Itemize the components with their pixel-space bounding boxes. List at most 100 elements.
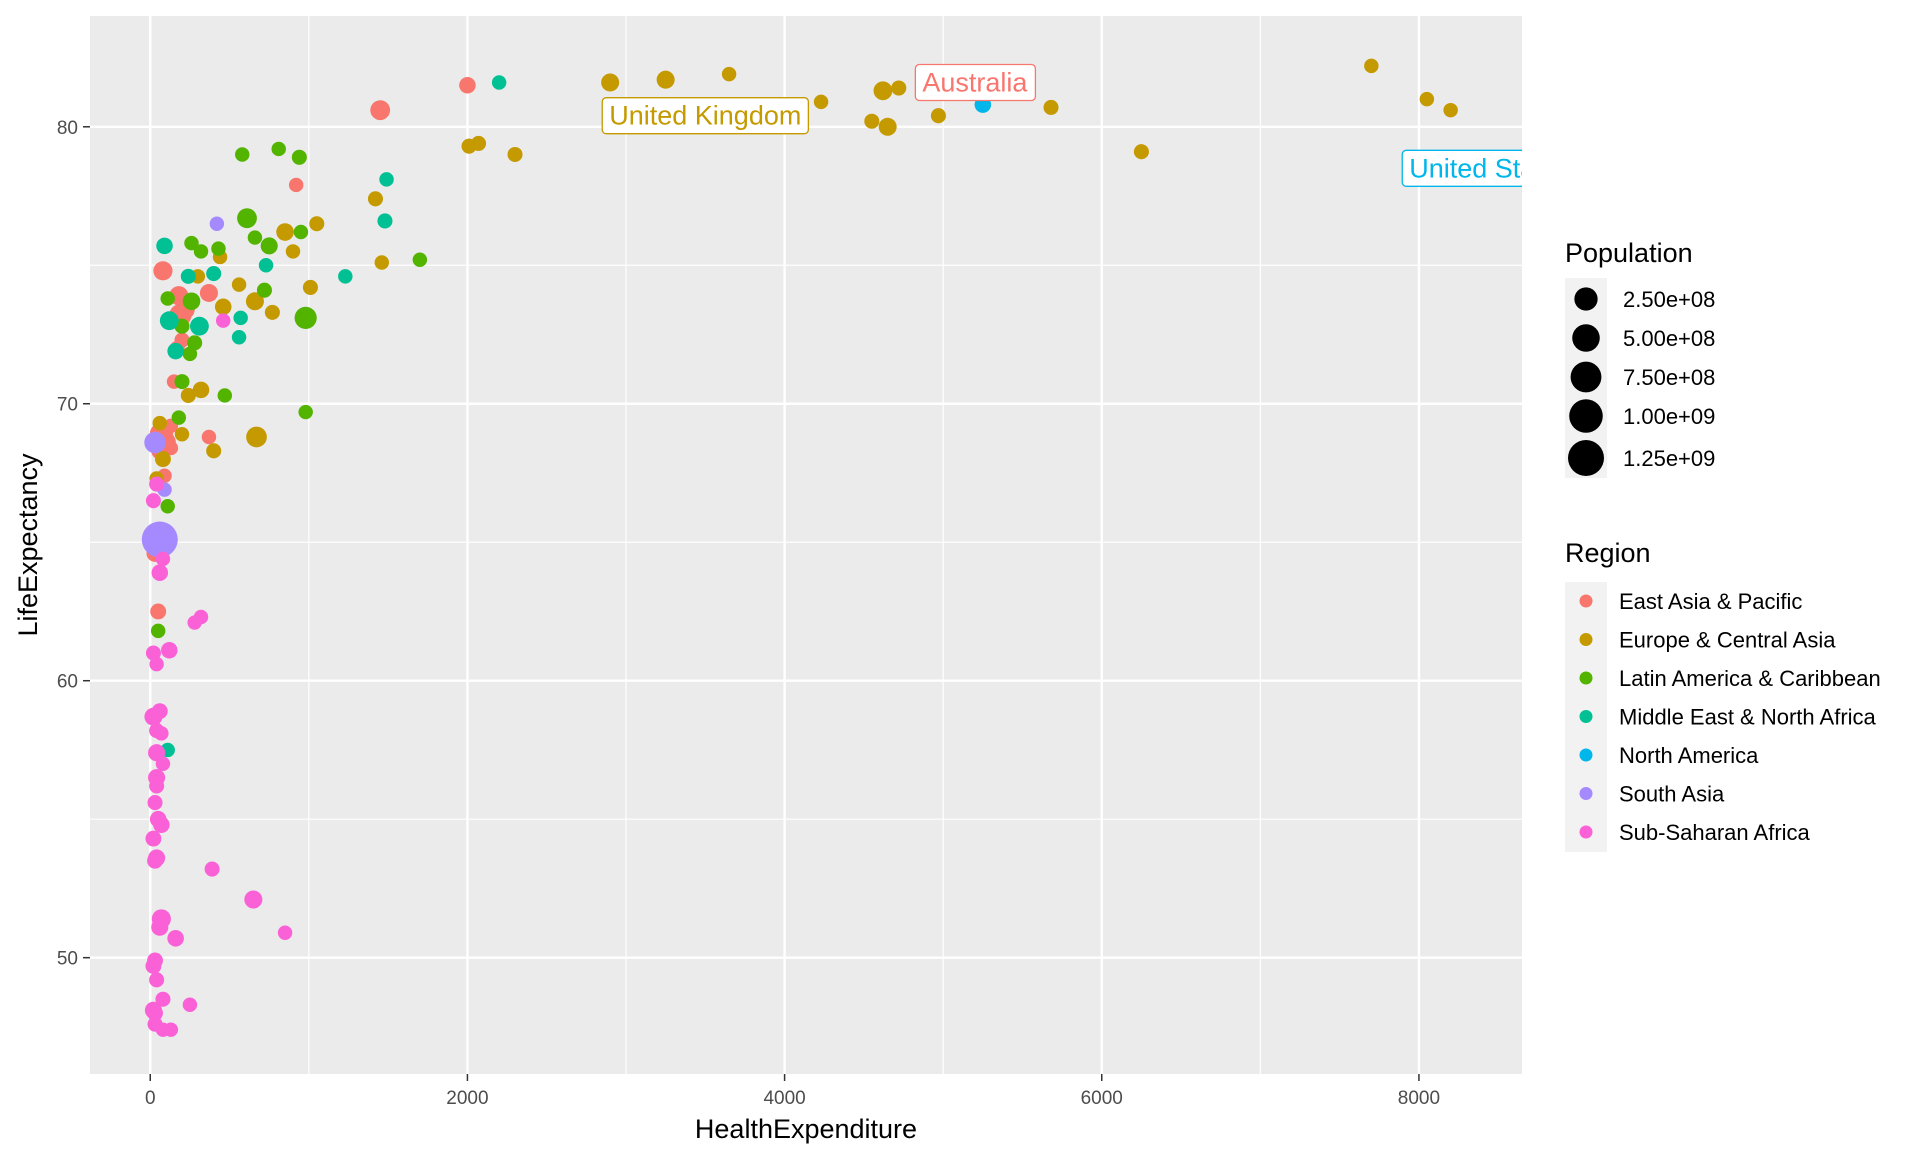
annotations: United Kingdom Australia United States [601,63,1522,187]
annotation-label: Australia [914,63,1037,102]
x-tick-label: 6000 [1081,1088,1123,1109]
population-legend-key [1569,399,1603,433]
data-point [153,261,173,281]
region-legend-key [1579,594,1593,608]
data-point [470,135,487,151]
y-axis-ticks: 50 60 70 80 [57,118,90,970]
data-point [237,208,257,229]
data-point [154,451,171,468]
data-point [154,726,169,741]
region-legend-key [1579,633,1593,646]
data-point [182,292,201,311]
data-point [174,374,190,390]
data-point [201,429,217,445]
data-point [656,70,675,89]
y-tick-label: 50 [57,949,78,970]
data-point [180,387,196,403]
data-point [309,216,325,232]
data-point [1364,58,1379,74]
population-legend-label: 5.00e+08 [1623,326,1715,351]
data-point [190,316,209,336]
data-point [187,615,202,630]
data-point [260,237,278,255]
data-point [155,756,171,772]
data-point [1043,99,1059,115]
x-axis-title: HealthExpenditure [695,1114,917,1144]
data-point [151,918,169,936]
data-point [145,645,161,661]
data-point [149,778,165,794]
data-point [338,269,353,284]
data-point [217,388,233,403]
data-point [209,216,225,231]
data-point [182,997,198,1012]
data-point [878,117,897,136]
data-point [206,443,222,459]
data-point [141,521,178,558]
data-point [144,431,166,454]
population-legend-label: 1.00e+09 [1623,404,1715,429]
data-point [153,816,170,834]
data-point [298,404,313,420]
population-legend-label: 2.50e+08 [1623,287,1715,312]
x-tick-label: 4000 [763,1088,805,1109]
data-point [160,498,175,514]
region-legend-label: Middle East & North Africa [1619,705,1877,730]
data-point [167,930,184,947]
data-point [1443,102,1458,118]
region-legend-label: South Asia [1619,782,1725,807]
data-point [193,244,209,259]
minor-gridlines [90,16,1522,1074]
data-point [813,94,829,110]
data-point [379,172,394,187]
annotation-text: United Kingdom [609,101,801,131]
data-point [204,861,220,877]
data-point [459,76,476,94]
data-point [374,255,390,270]
data-point [145,493,161,509]
data-point [244,890,263,909]
data-point [601,73,620,92]
data-point [1133,144,1149,160]
x-tick-label: 0 [145,1088,156,1109]
data-point [214,298,232,316]
data-point [171,410,187,425]
data-point [233,310,248,326]
region-legend: Region East Asia & Pacific Europe & Centr… [1565,538,1881,852]
data-point [507,146,523,163]
region-legend-label: East Asia & Pacific [1619,589,1802,614]
data-point [147,852,163,869]
data-point [155,551,171,567]
data-point [215,313,231,328]
data-point [160,291,175,306]
data-point [145,958,162,974]
data-point [161,641,178,659]
y-tick-label: 80 [57,118,78,139]
data-point [256,282,272,298]
y-tick-label: 60 [57,672,78,693]
data-point [294,306,317,329]
data-point [145,830,162,847]
data-point [246,426,267,448]
data-point [192,381,210,399]
data-point [149,972,165,988]
data-point [412,252,428,267]
data-point [930,108,946,124]
data-point [285,244,301,259]
annotation-label: United Kingdom [601,97,810,135]
data-point [1419,91,1435,107]
annotation-text: Australia [922,67,1028,97]
region-legend-label: Sub-Saharan Africa [1619,820,1811,845]
data-point [149,476,165,492]
data-point [721,66,737,82]
data-point [864,113,880,129]
data-point [182,346,198,362]
major-gridlines [90,16,1522,1074]
data-point [235,147,250,162]
plot-panel [90,16,1522,1074]
data-point [156,237,173,255]
annotation-box [914,63,1037,102]
data-point [211,241,226,256]
region-legend-label: Europe & Central Asia [1619,628,1836,653]
y-tick-label: 70 [57,395,78,416]
